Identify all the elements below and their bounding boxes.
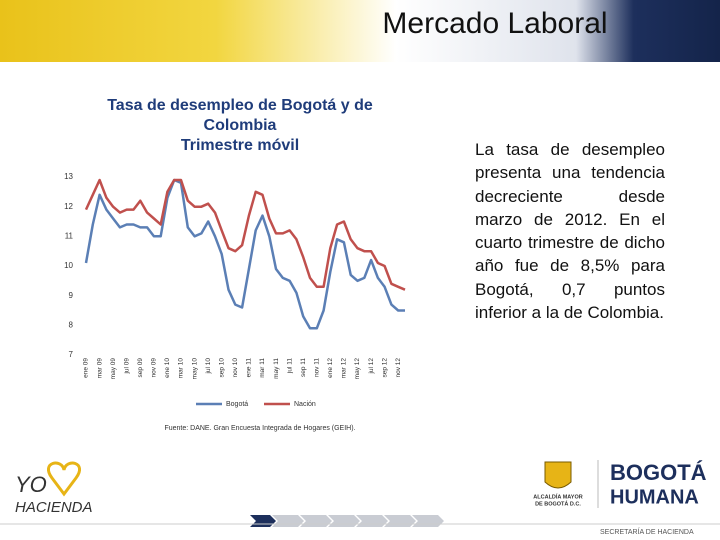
x-tick-label: nov 10: [232, 358, 239, 378]
x-tick-label: mar 12: [341, 358, 348, 379]
logo-text: BOGOTÁ: [610, 460, 707, 485]
x-tick-label: nov 09: [151, 358, 158, 378]
x-tick-label: jul 11: [286, 358, 293, 374]
x-tick-label: nov 12: [395, 358, 402, 378]
y-tick-label: 12: [64, 202, 73, 211]
data-line: [84, 178, 405, 330]
y-tick-label: 8: [69, 320, 74, 329]
logo-heart: [47, 461, 81, 497]
chart-title: Colombia: [204, 117, 277, 134]
y-tick-label: 7: [69, 350, 74, 359]
y-tick-label: 10: [64, 261, 73, 270]
x-tick-label: sep 10: [218, 358, 225, 378]
paragraph: La tasa de desempleo presenta una tenden…: [475, 140, 665, 323]
y-tick-label: 9: [69, 291, 74, 300]
x-tick-label: may 11: [273, 358, 280, 379]
y-tick-label: 11: [65, 231, 74, 240]
x-tick-label: sep 12: [381, 358, 388, 378]
header-band: [0, 0, 720, 62]
x-tick-label: nov 11: [313, 358, 320, 377]
x-tick-label: ene 10: [164, 358, 171, 378]
x-tick-label: sep 09: [137, 358, 144, 378]
x-tick-label: mar 09: [96, 358, 103, 379]
x-tick-label: sep 11: [300, 358, 307, 377]
chart-title: Tasa de desempleo de Bogotá y de: [107, 97, 373, 114]
coat-of-arms: [544, 461, 572, 489]
x-tick-label: jul 10: [205, 358, 212, 375]
logo-text: HUMANA: [610, 486, 699, 508]
x-tick-label: ene 11: [246, 358, 253, 378]
logo-text: HACIENDA: [15, 499, 93, 516]
x-tick-label: jul 09: [123, 358, 130, 375]
x-tick-label: ene 12: [327, 358, 334, 378]
header-title: Mercado Laboral: [382, 7, 607, 40]
chart-source: Fuente: DANE. Gran Encuesta Integrada de…: [164, 425, 355, 432]
x-tick-label: ene 09: [83, 358, 90, 378]
y-tick-label: 13: [64, 172, 73, 181]
x-tick-label: may 09: [110, 358, 117, 380]
progress-arrows: [250, 515, 444, 527]
office-name: SECRETARÍA DE HACIENDA: [600, 527, 694, 536]
x-tick-label: mar 10: [178, 358, 185, 379]
x-tick-label: may 12: [354, 358, 361, 380]
x-tick-label: mar 11: [259, 358, 266, 378]
data-line: [84, 178, 406, 291]
x-tick-label: may 10: [191, 358, 198, 380]
logo-text: ALCALDÍA MAYOR: [533, 492, 582, 500]
legend-label: Nación: [294, 401, 316, 408]
legend-label: Bogotá: [226, 401, 248, 408]
x-tick-label: jul 12: [368, 358, 375, 375]
chart-title: Trimestre móvil: [181, 137, 299, 154]
logo-text: YO: [15, 472, 47, 497]
logo-text: DE BOGOTÁ D.C.: [535, 500, 581, 507]
